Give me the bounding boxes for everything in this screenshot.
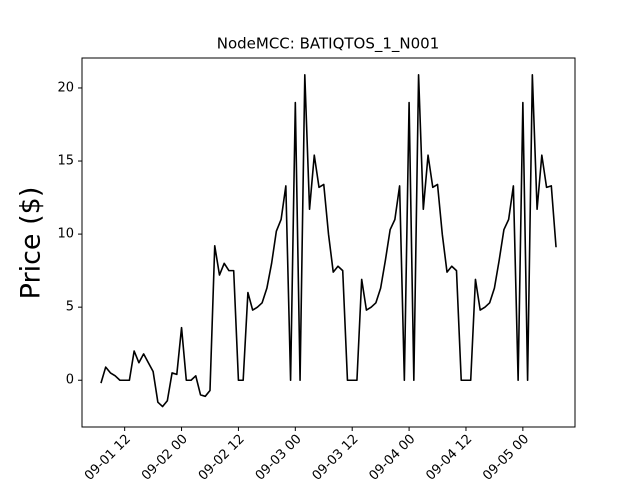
x-tick-label: 09-03 12	[310, 432, 362, 480]
price-line	[100, 74, 557, 408]
y-tick-label: 20	[57, 80, 74, 95]
x-tick-label: 09-02 12	[196, 432, 248, 480]
axes-frame	[81, 57, 576, 428]
x-tick-label: 09-01 12	[82, 432, 134, 480]
x-tick-label: 09-04 12	[423, 432, 475, 480]
x-tick-label: 09-02 00	[139, 432, 191, 480]
chart-title: NodeMCC: BATIQTOS_1_N001	[217, 35, 440, 54]
y-tick-label: 0	[66, 373, 74, 388]
y-tick-label: 5	[66, 300, 74, 315]
y-tick-label: 15	[57, 154, 74, 169]
x-tick-label: 09-04 00	[366, 432, 418, 480]
x-tick-label: 09-05 00	[480, 432, 532, 480]
y-axis-label: Price ($)	[16, 187, 47, 300]
x-tick-label: 09-03 00	[253, 432, 305, 480]
y-tick-label: 10	[57, 227, 74, 242]
